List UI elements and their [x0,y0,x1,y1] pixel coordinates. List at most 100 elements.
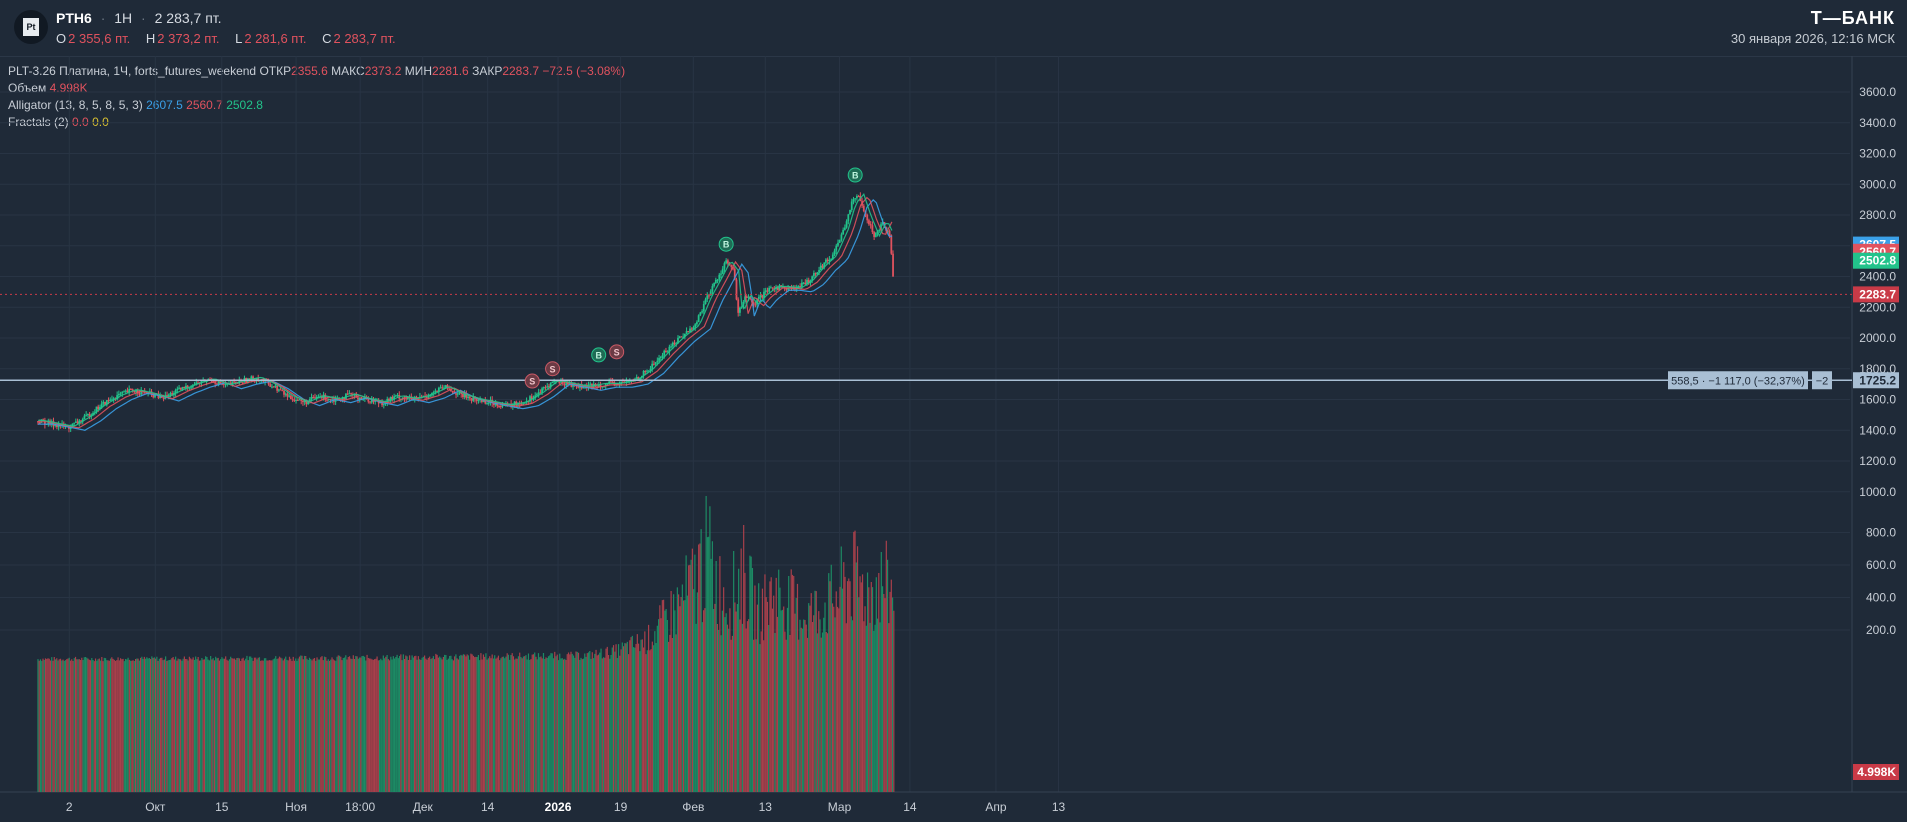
ticker-symbol[interactable]: PTH6 [56,10,92,26]
candle-body [360,397,363,400]
separator: · [141,10,146,26]
time-tick-label: 13 [759,800,773,814]
candle-body [448,388,451,390]
interval-label[interactable]: 1Н [114,10,133,26]
candle-body [799,286,802,288]
datetime: 30 января 2026, 12:16 МСК [1730,31,1895,46]
time-tick-label: 18:00 [345,800,375,814]
candle-body [171,393,174,396]
candle-body [730,264,733,268]
candle-body [121,391,124,394]
candle-body [104,401,106,406]
candle-body [647,370,650,372]
close-value: 2283.7 [502,64,540,78]
candle-body [800,282,803,287]
candle-body [97,406,100,410]
candle-body [312,397,315,399]
candle-body [692,327,695,330]
candle-body [374,400,377,402]
buy-marker[interactable] [718,236,734,252]
candle-body [807,279,810,284]
candle-body [54,424,57,426]
candle-body [764,290,767,292]
candle-body [460,391,463,394]
candle-body [341,397,344,401]
buy-marker[interactable] [591,347,607,363]
alligator-lips-value: 2502.8 [226,98,263,112]
time-tick-label: 2 [66,800,73,814]
candle-body [178,387,180,389]
position-annotation-box[interactable] [1668,371,1808,390]
candle-body [152,393,155,398]
candle-body [828,259,831,262]
instrument-name: PLT-3.26 Платина, 1Ч, forts_futures_week… [8,64,257,78]
candle-body [463,393,466,398]
legend-fractals-row[interactable]: Fractals (2) 0.0 0.0 [8,114,625,131]
position-badge-box[interactable] [1812,371,1832,390]
price-tick-label: 1400.0 [1859,423,1896,437]
candle-body [71,423,74,428]
alligator-lips-price-label-box [1853,252,1899,269]
candle-body [582,387,585,389]
candle-body [195,382,198,385]
candle-body [441,387,444,389]
candle-body [649,368,652,371]
candle-body [181,387,184,390]
candle-body [393,396,396,400]
candle-body [668,346,671,352]
candle-body [702,304,705,312]
candle-body [167,394,170,397]
candle-body [434,390,437,393]
candle-body [355,393,358,398]
candle-body [823,262,826,268]
current-price-label: 2283.7 [1859,287,1896,301]
candle-body [806,279,808,285]
fractals-up-value: 0.0 [72,115,89,129]
candle-body [86,414,89,416]
candle-body [453,391,456,394]
candle-body [56,424,58,428]
candle-body [523,402,526,404]
candle-body [837,242,839,246]
candle-body [419,396,421,398]
price-chart[interactable]: 3600.0 3400.0 3200.0 3000.0 2800.0 2 600.0 2400… [0,56,1907,822]
candle-body [422,395,425,397]
candle-body [250,376,253,379]
candle-body [548,386,550,388]
candle-body [821,265,824,268]
candle-body [597,384,600,388]
candle-body [74,421,77,423]
candle-body [756,299,759,305]
candle-body [721,268,724,274]
last-price: 2 283,7 пт. [154,10,222,26]
candle-body [558,381,561,383]
candle-body [835,245,838,251]
candle-body [687,331,690,333]
instrument-logo: Pt [14,10,48,44]
sell-marker[interactable] [609,344,625,360]
candle-body [429,395,432,397]
sell-marker[interactable] [545,361,561,377]
candle-body [140,390,143,395]
price-tick-label: 1000.0 [1859,485,1896,499]
candle-body [214,382,217,384]
candle-body [520,403,523,405]
open-label: О [56,31,67,46]
candle-body [432,392,435,394]
buy-marker[interactable] [847,167,863,183]
legend-instrument-row[interactable]: PLT-3.26 Платина, 1Ч, forts_futures_week… [8,63,625,80]
time-tick-label: 19 [614,800,628,814]
candle-body [396,394,399,396]
candle-body [689,328,691,332]
candle-body [854,198,857,200]
candle-body [348,393,351,395]
candle-body [554,380,557,382]
time-tick-label: Мар [828,800,852,814]
fractals-label: Fractals (2) [8,115,69,129]
sell-marker[interactable] [524,373,540,389]
candle-body [456,393,459,395]
candle-body [276,385,279,391]
candle-body [133,390,136,393]
candle-body [529,396,531,402]
